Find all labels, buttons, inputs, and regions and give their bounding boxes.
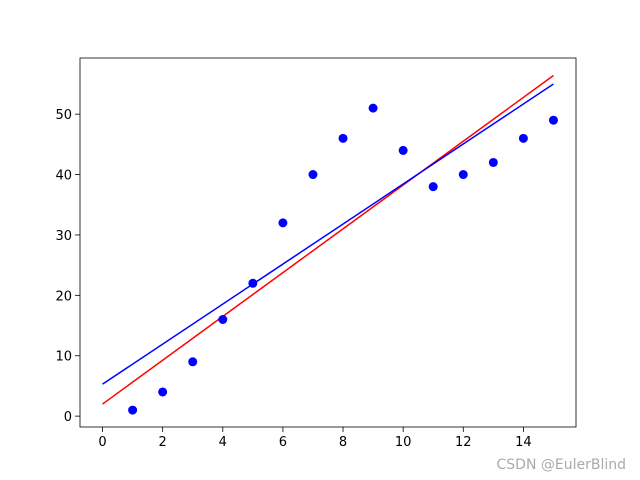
- data-point: [188, 357, 198, 367]
- fit-line: [102, 74, 554, 405]
- data-point: [218, 315, 228, 325]
- data-point: [548, 115, 558, 125]
- data-point: [368, 103, 378, 113]
- x-tick-label: 8: [339, 435, 347, 450]
- data-point: [308, 170, 318, 180]
- y-tick-label: 40: [55, 169, 72, 184]
- data-point: [518, 133, 528, 143]
- y-tick-label: 0: [64, 410, 72, 425]
- x-tick-label: 6: [279, 435, 287, 450]
- x-tick-label: 14: [515, 435, 532, 450]
- y-tick-label: 30: [55, 229, 72, 244]
- data-point: [428, 182, 438, 192]
- data-point: [398, 145, 408, 155]
- x-tick-label: 2: [159, 435, 167, 450]
- fit-line: [102, 83, 554, 385]
- plot-frame: [79, 57, 577, 428]
- y-tick-label: 50: [55, 108, 72, 123]
- x-tick-label: 10: [395, 435, 412, 450]
- y-tick-label: 10: [55, 350, 72, 365]
- data-point: [338, 133, 348, 143]
- y-tick-label: 20: [55, 289, 72, 304]
- data-point: [158, 387, 168, 397]
- watermark: CSDN @EulerBlind: [497, 457, 627, 473]
- data-point: [128, 405, 138, 415]
- x-tick-label: 12: [455, 435, 472, 450]
- data-point: [248, 278, 258, 288]
- data-point: [278, 218, 288, 228]
- x-tick-label: 0: [98, 435, 106, 450]
- data-point: [458, 170, 468, 180]
- x-tick-label: 4: [219, 435, 227, 450]
- data-point: [488, 157, 498, 167]
